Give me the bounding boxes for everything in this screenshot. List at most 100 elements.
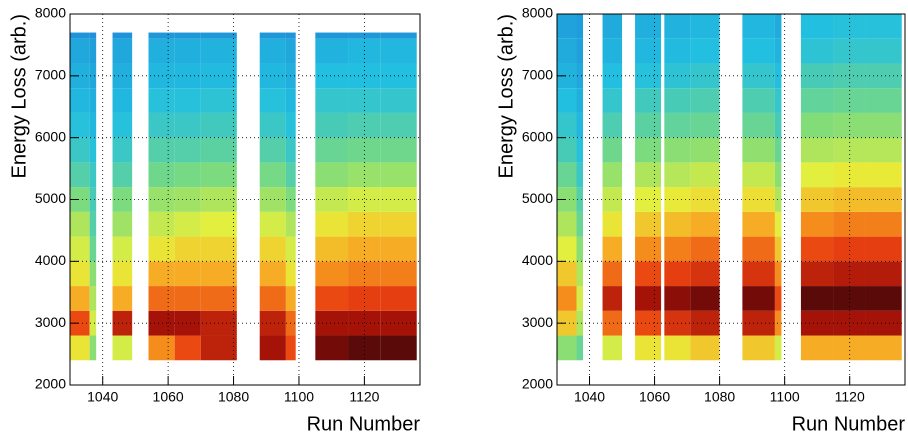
heatmap-cell [602,335,623,361]
heatmap-cell [348,88,381,113]
heatmap-cell [348,112,381,138]
heatmap-cell [576,88,584,113]
heatmap-cell [635,137,662,163]
heatmap-cell [602,63,623,89]
heatmap-cell [602,261,623,287]
heatmap-cell [690,38,720,64]
heatmap-cell [380,88,417,113]
heatmap-cell [602,112,623,138]
heatmap-cell [148,162,175,188]
heatmap-cell [865,261,902,287]
heatmap-cell [865,137,902,163]
heatmap-cell [315,38,349,64]
heatmap-cell [800,236,834,262]
heatmap-cell [89,335,97,361]
heatmap-cell [690,211,720,237]
heatmap-cell [690,310,720,336]
heatmap-cell [576,187,584,212]
heatmap-cell [89,187,97,212]
heatmap-cell [89,162,97,188]
heatmap-cell [259,261,286,287]
heatmap-cell [259,112,286,138]
heatmap-cell [70,286,90,311]
heatmap-cell [833,211,866,237]
heatmap-cell [833,335,866,361]
heatmap-cell [259,38,286,64]
heatmap-cell [742,335,775,361]
heatmap-cell [742,187,775,212]
heatmap-cell [800,137,834,163]
heatmap-cell [690,261,720,287]
heatmap-cell [865,38,902,64]
heatmap-cell [259,32,286,39]
heatmap-cell [557,137,577,163]
heatmap-cell [774,261,782,287]
heatmap-cell [664,211,691,237]
heatmap-cell [774,335,782,361]
heatmap-cell [89,310,97,336]
heatmap-cell [774,14,782,39]
heatmap-cell [602,236,623,262]
heatmap-cell [865,63,902,89]
heatmap-cell [200,137,237,163]
heatmap-cell [576,162,584,188]
heatmap-cell [315,261,349,287]
heatmap-cell [742,63,775,89]
heatmap-cell [112,112,133,138]
heatmap-cell [348,32,381,39]
heatmap-cell [690,236,720,262]
heatmap-cell [602,187,623,212]
heatmap-cell [285,162,296,188]
y-tick-label: 2000 [522,376,553,392]
heatmap-cell [174,261,201,287]
x-axis-label: Run Number [307,413,421,435]
heatmap-cell [89,63,97,89]
heatmap-cell [315,137,349,163]
heatmap-cell [148,211,175,237]
heatmap-cell [602,162,623,188]
heatmap-cell [602,14,623,39]
heatmap-cell [602,286,623,311]
heatmap-cell [348,211,381,237]
heatmap-cell [557,162,577,188]
y-tick-label: 7000 [522,67,553,83]
heatmap-cell [690,112,720,138]
heatmap-cell [602,310,623,336]
heatmap-cell [70,261,90,287]
x-tick-label: 1100 [284,389,314,405]
heatmap-cell [690,63,720,89]
heatmap-cell [315,112,349,138]
heatmap-cell [89,236,97,262]
heatmap-cell [285,286,296,311]
heatmap-cell [635,335,662,361]
heatmap-cell [70,63,90,89]
heatmap-cell [742,137,775,163]
heatmap-cell [742,261,775,287]
heatmap-cell [285,32,296,39]
heatmap-cell [557,261,577,287]
y-tick-label: 4000 [35,252,66,268]
y-axis-label: Energy Loss (arb.) [495,14,517,179]
heatmap-cell [174,88,201,113]
x-tick-label: 1080 [218,389,249,405]
heatmap-cell [259,286,286,311]
heatmap-cell [259,137,286,163]
heatmap-cell [70,88,90,113]
heatmap-cell [635,261,662,287]
heatmap-cell [112,261,133,287]
heatmap-cell [774,112,782,138]
heatmap-cell [690,335,720,361]
heatmap-cell [774,187,782,212]
heatmap-cell [89,112,97,138]
y-tick-label: 5000 [522,190,553,206]
heatmap-cell [800,112,834,138]
heatmap-cell [112,162,133,188]
heatmap-cell [664,162,691,188]
x-tick-label: 1120 [835,389,865,405]
heatmap-cell [690,187,720,212]
y-tick-label: 8000 [35,5,66,21]
heatmap-cell [865,187,902,212]
heatmap-cell [833,261,866,287]
heatmap-cell [635,162,662,188]
heatmap-cell [380,286,417,311]
